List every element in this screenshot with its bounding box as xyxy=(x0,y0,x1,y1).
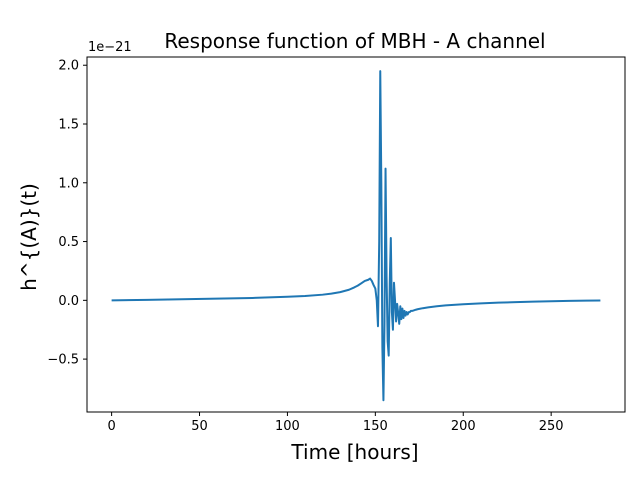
y-tick-label: 2.0 xyxy=(58,59,79,74)
y-tick-label: 0.0 xyxy=(58,294,79,309)
x-tick-label: 250 xyxy=(539,419,564,434)
series-line-0 xyxy=(111,70,601,402)
x-tick-label: 100 xyxy=(275,419,300,434)
axes-frame xyxy=(86,56,626,413)
chart-title: Response function of MBH - A channel xyxy=(164,29,545,53)
x-axis-title: Time [hours] xyxy=(290,440,418,464)
x-tick-label: 50 xyxy=(191,419,208,434)
x-tick-label: 200 xyxy=(451,419,476,434)
x-tick-label: 0 xyxy=(107,419,115,434)
y-tick-label: 1.0 xyxy=(58,176,79,191)
plot-area: 0 50 100 150 200 250 −0.5 0.0 0.5 1.0 1.5 2.0 xyxy=(47,56,626,434)
y-axis-title: h^{(A)}(t) xyxy=(17,183,41,291)
y-tick-label: −0.5 xyxy=(47,353,79,368)
y-tick-label: 1.5 xyxy=(58,118,79,133)
y-offset-label: 1e−21 xyxy=(88,40,132,55)
x-tick-label: 150 xyxy=(363,419,388,434)
y-tick-label: 0.5 xyxy=(58,235,79,250)
